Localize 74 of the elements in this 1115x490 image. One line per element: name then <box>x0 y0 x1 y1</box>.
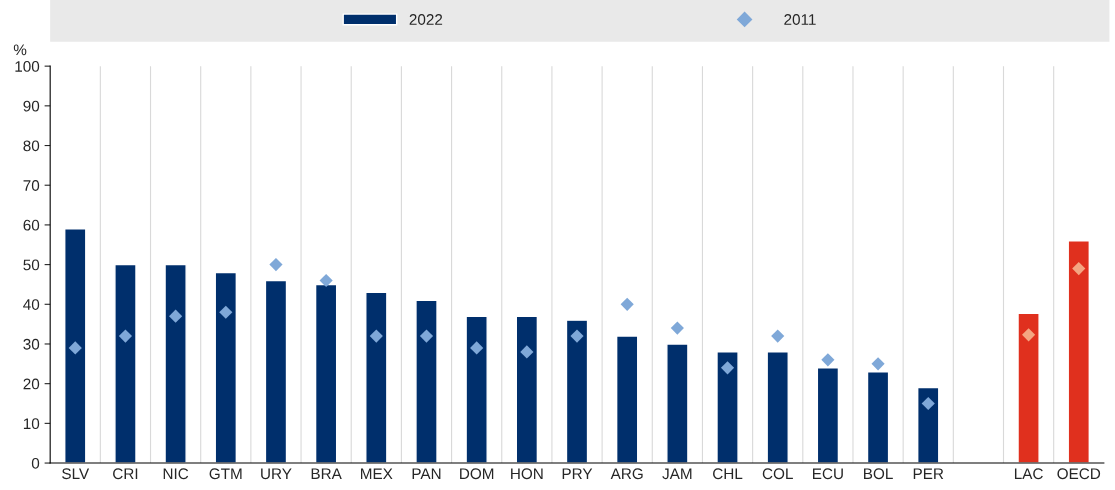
x-tick-label: HON <box>511 468 543 480</box>
bar <box>766 351 789 464</box>
bar <box>1017 312 1040 464</box>
bar <box>866 371 890 464</box>
bar <box>64 228 87 464</box>
point <box>921 396 935 411</box>
bar <box>615 335 639 464</box>
bar <box>816 367 840 464</box>
legend-label: 2022 <box>409 14 443 25</box>
bar <box>114 263 137 464</box>
bar <box>264 279 288 464</box>
point <box>1072 261 1086 276</box>
x-tick-label: PAN <box>412 468 441 479</box>
point <box>720 361 735 375</box>
x-tick-label: LAC <box>1014 468 1043 480</box>
bar <box>415 299 438 464</box>
x-tick-label: CRI <box>113 468 138 480</box>
point <box>1022 328 1036 342</box>
point <box>68 341 82 355</box>
bar <box>917 386 940 464</box>
bar <box>666 343 689 464</box>
y-tick-label: 60 <box>23 219 40 231</box>
x-tick-label: BOL <box>864 468 893 480</box>
bar <box>565 319 589 464</box>
x-tick-label: URY <box>261 468 292 480</box>
point <box>821 353 835 367</box>
y-tick-label: 90 <box>23 100 40 112</box>
point <box>319 273 333 288</box>
y-tick-label: 50 <box>23 259 40 271</box>
x-tick-label: ARG <box>610 468 643 480</box>
point <box>871 357 885 371</box>
point <box>670 321 684 335</box>
bar <box>1067 240 1090 464</box>
point <box>169 309 183 323</box>
y-tick-label: 100 <box>15 61 40 72</box>
bar <box>214 271 238 464</box>
point <box>369 329 383 343</box>
bar <box>164 263 187 464</box>
y-tick-label: 30 <box>23 338 40 350</box>
point <box>771 329 785 343</box>
y-tick-label: 80 <box>23 140 40 152</box>
y-tick-label: 20 <box>23 378 40 390</box>
point <box>620 297 634 311</box>
x-tick-label: BRA <box>311 468 342 479</box>
point <box>419 329 434 343</box>
point <box>470 341 484 355</box>
x-tick-label: MEX <box>361 468 393 479</box>
bar <box>314 283 338 464</box>
bar <box>515 315 539 464</box>
x-tick-label: PRY <box>562 468 593 479</box>
x-tick-label: NIC <box>163 468 189 480</box>
x-tick-label: ECU <box>813 468 843 480</box>
point <box>269 258 283 272</box>
point <box>520 345 534 359</box>
x-tick-label: DOM <box>460 468 494 480</box>
x-tick-label: CHL <box>713 468 743 480</box>
x-tick-label: COL <box>762 468 793 480</box>
x-tick-label: JAM <box>662 468 692 480</box>
x-tick-label: PER <box>913 468 944 479</box>
y-tick-label: 70 <box>23 180 40 191</box>
bar <box>365 291 388 464</box>
y-tick-label: 40 <box>23 299 40 310</box>
y-axis-title: % <box>13 44 27 56</box>
y-tick-label: 0 <box>31 457 40 469</box>
point <box>570 329 584 343</box>
x-tick-label: GTM <box>209 468 242 480</box>
bar <box>465 315 488 464</box>
x-tick-label: SLV <box>62 468 90 480</box>
legend-label: 2011 <box>784 14 816 25</box>
point <box>219 305 233 319</box>
point <box>118 329 133 343</box>
y-tick-label: 10 <box>23 418 40 430</box>
x-tick-label: OECD <box>1057 468 1101 480</box>
bar <box>716 351 739 464</box>
